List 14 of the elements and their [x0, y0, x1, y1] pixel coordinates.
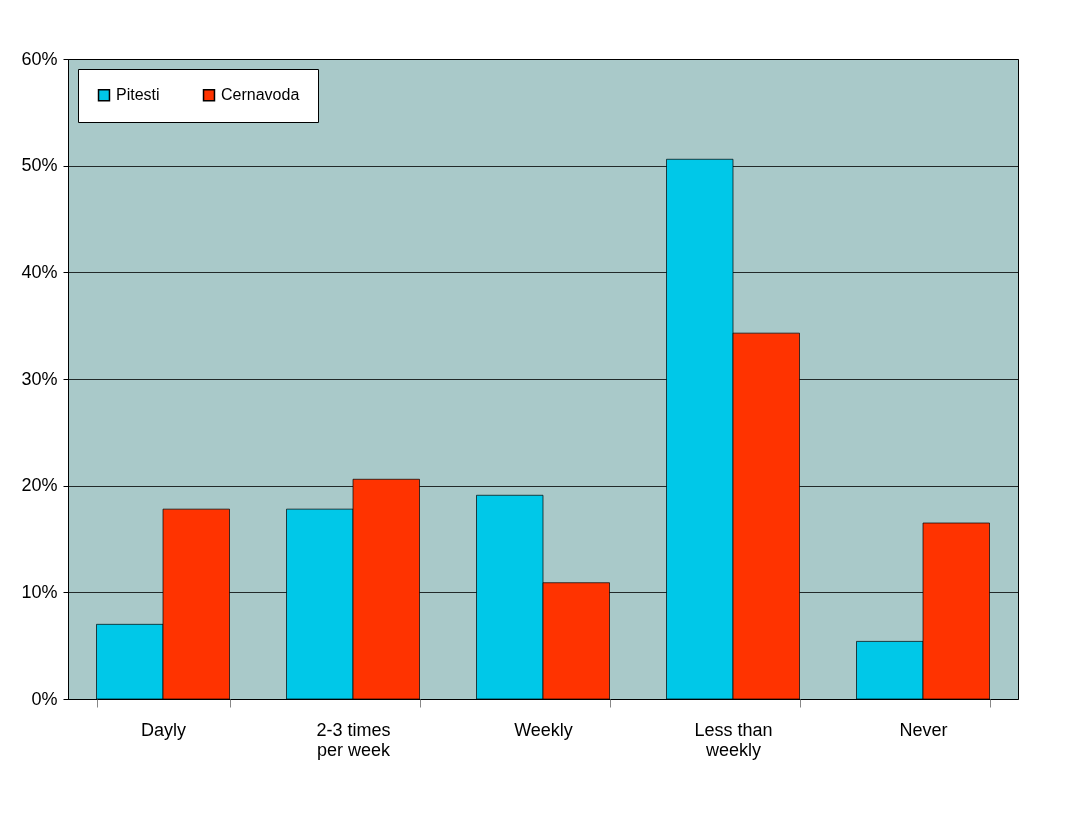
legend-label: Cernavoda [221, 86, 300, 104]
x-tick-label: 2-3 times per week [316, 719, 392, 760]
y-tick-label: 40% [21, 261, 58, 282]
y-tick-label: 10% [21, 581, 58, 602]
y-tick-label: 20% [21, 475, 58, 496]
legend-label: Pitesti [116, 86, 160, 104]
y-tick-label: 30% [21, 368, 58, 389]
x-tick-label: Dayly [140, 719, 187, 740]
x-tick-label: Never [899, 719, 948, 740]
x-tick-label: Less than weekly [694, 719, 773, 760]
x-tick-label: Weekly [514, 719, 573, 740]
y-tick-label: 0% [31, 688, 58, 709]
y-tick-label: 50% [21, 155, 58, 176]
y-tick-label: 60% [21, 48, 58, 69]
